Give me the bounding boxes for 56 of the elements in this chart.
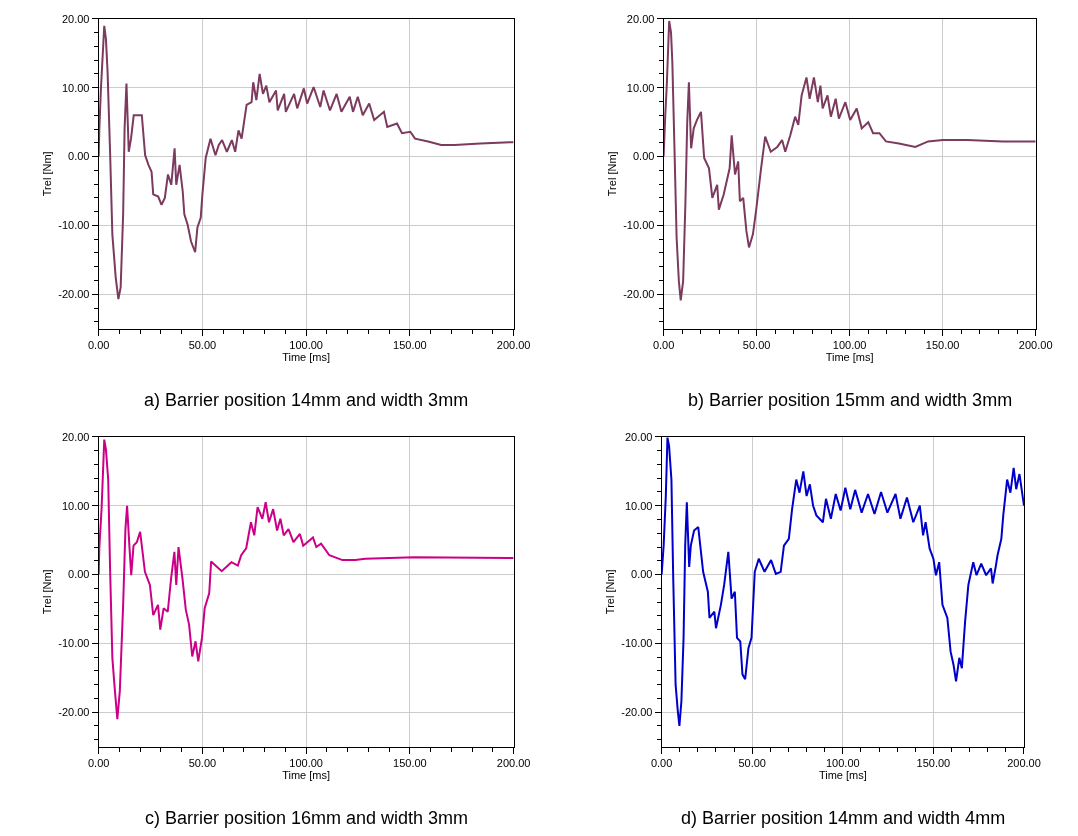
x-axis-title: Time [ms] xyxy=(825,350,874,363)
x-tick-label: 100.00 xyxy=(825,756,860,769)
x-tick-label: 0.00 xyxy=(652,338,675,351)
x-tick-label: 200.00 xyxy=(1007,756,1041,769)
x-tick-label: 200.00 xyxy=(1018,338,1053,351)
x-tick-label: 200.00 xyxy=(496,756,531,769)
x-tick-label: 0.00 xyxy=(87,338,110,351)
line-series xyxy=(98,438,514,721)
text: a) Barrier position 14mm and width 3mm xyxy=(144,390,469,410)
x-tick-label: 100.00 xyxy=(289,756,323,769)
y-axis-title: Trel [Nm] xyxy=(40,569,53,615)
y-axis-title: Trel [Nm] xyxy=(40,151,53,197)
y-tick-label: -10.00 xyxy=(623,219,655,232)
y-tick-label: 0.00 xyxy=(631,568,653,581)
y-tick-label: -10.00 xyxy=(621,637,653,650)
y-tick-label: 10.00 xyxy=(626,81,655,94)
y-tick-label: 10.00 xyxy=(624,499,653,512)
y-tick-label: -20.00 xyxy=(623,288,655,301)
y-tick-label: -20.00 xyxy=(58,706,90,719)
y-tick-label: 20.00 xyxy=(61,430,90,443)
y-tick-label: -10.00 xyxy=(58,219,90,232)
x-tick-label: 100.00 xyxy=(832,338,867,351)
x-tick-label: 150.00 xyxy=(393,756,427,769)
x-tick-label: 150.00 xyxy=(393,338,427,351)
text: c) Barrier position 16mm and width 3mm xyxy=(145,808,469,828)
x-tick-label: 200.00 xyxy=(496,338,531,351)
line-series xyxy=(663,19,1036,302)
y-tick-label: 10.00 xyxy=(61,81,90,94)
y-tick-label: -10.00 xyxy=(58,637,90,650)
x-tick-label: 150.00 xyxy=(916,756,951,769)
y-tick-label: 20.00 xyxy=(624,430,653,443)
y-tick-label: 0.00 xyxy=(68,150,90,163)
x-tick-label: 50.00 xyxy=(742,338,771,351)
x-tick-label: 50.00 xyxy=(738,756,766,769)
x-axis-title: Time [ms] xyxy=(282,768,331,781)
y-axis-title: Trel [Nm] xyxy=(603,569,616,615)
x-tick-label: 150.00 xyxy=(925,338,960,351)
x-axis-title: Time [ms] xyxy=(282,350,331,363)
line-series xyxy=(661,436,1024,727)
y-tick-label: 20.00 xyxy=(626,12,655,25)
y-tick-label: 0.00 xyxy=(68,568,90,581)
x-tick-label: 100.00 xyxy=(289,338,323,351)
text: d) Barrier position 14mm and width 4mm xyxy=(681,808,1006,828)
x-axis-title: Time [ms] xyxy=(818,768,867,781)
y-tick-label: 20.00 xyxy=(61,12,90,25)
y-axis-title: Trel [Nm] xyxy=(605,151,618,197)
x-tick-label: 0.00 xyxy=(650,756,673,769)
x-tick-label: 0.00 xyxy=(87,756,110,769)
x-tick-label: 50.00 xyxy=(188,756,217,769)
x-tick-label: 50.00 xyxy=(188,338,217,351)
y-tick-label: 0.00 xyxy=(632,150,655,163)
y-tick-label: 10.00 xyxy=(61,499,90,512)
y-tick-label: -20.00 xyxy=(58,288,90,301)
text: b) Barrier position 15mm and width 3mm xyxy=(688,390,1013,410)
y-tick-label: -20.00 xyxy=(621,706,653,719)
line-series xyxy=(98,24,514,301)
